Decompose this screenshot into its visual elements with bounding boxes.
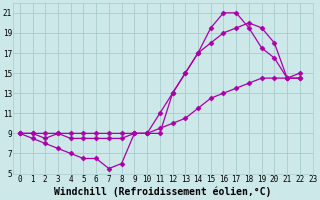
X-axis label: Windchill (Refroidissement éolien,°C): Windchill (Refroidissement éolien,°C)	[54, 187, 272, 197]
